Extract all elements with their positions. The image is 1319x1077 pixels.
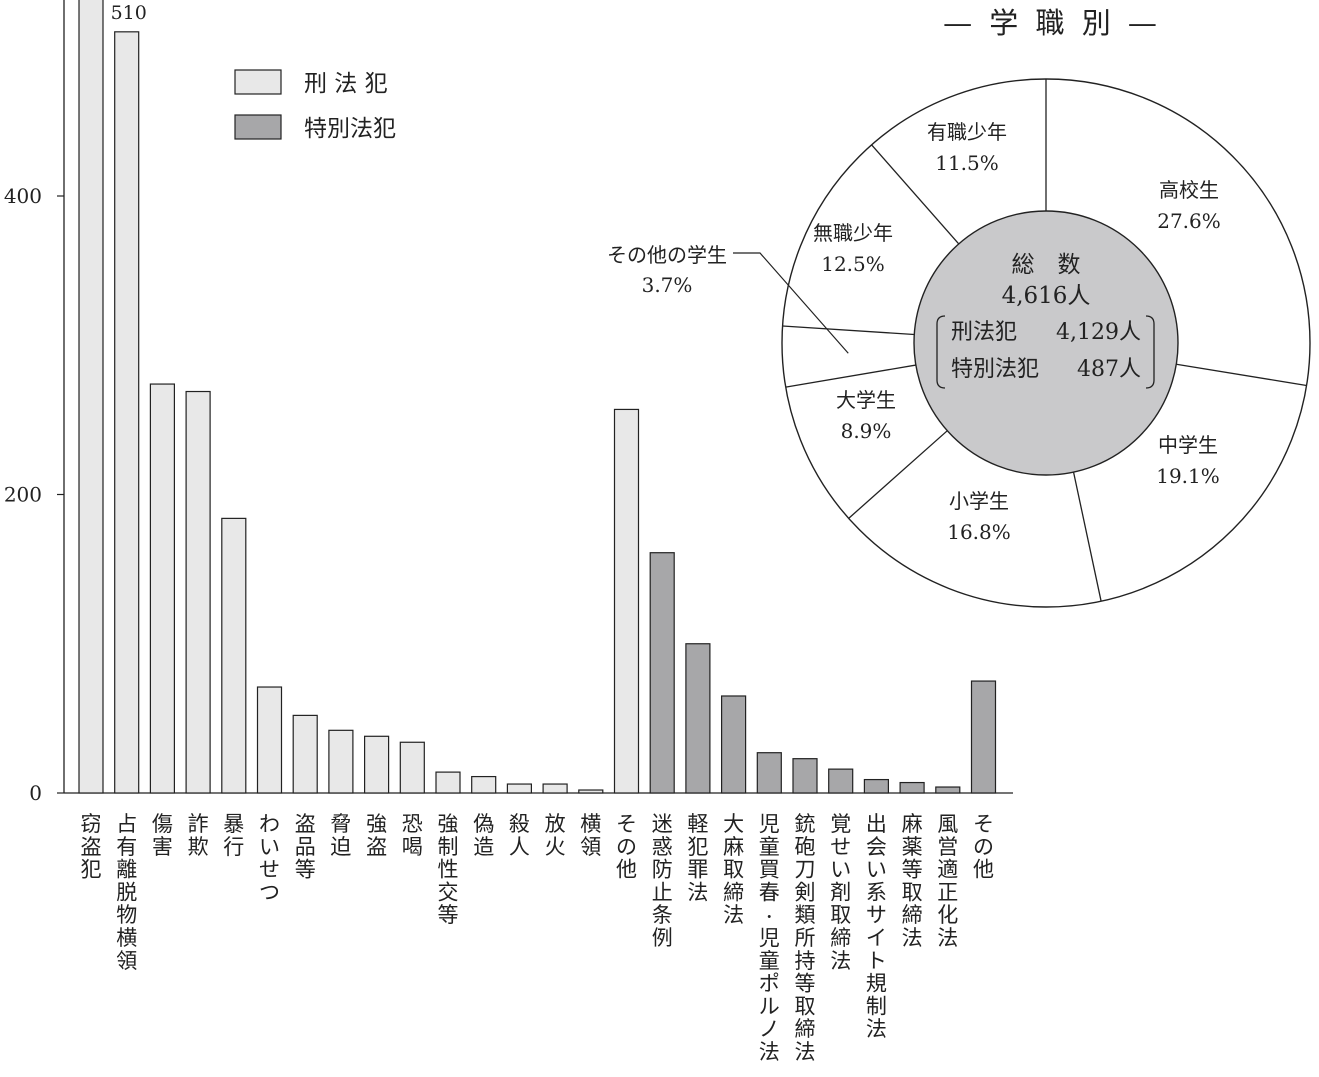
x-tick-label: 大麻取締法 [723,812,744,927]
x-tick-label: わいせつ [259,812,280,904]
x-tick-label: 強制性交等 [438,812,459,927]
pie-chart: — 学 職 別 — 高校生 27.6% 中学生 19.1% 小学生 16.8% 大学生 8.9%… [607,6,1311,608]
x-tick-label: 児童買春・児童ポルノ法 [759,812,780,1064]
bar-児童買春・児童ポルノ法 [756,752,782,794]
bar-軽犯罪法 [685,643,711,794]
x-tick-label: 軽犯罪法 [687,812,708,904]
y-tick-label: 0 [29,781,42,805]
bar-傷害 [149,383,175,794]
bar-その他 [613,408,640,794]
bar-脅迫 [328,729,354,794]
pie-slice-中学生 [1176,363,1307,387]
pie-center-total: 4,616人 [1002,283,1091,309]
bar-大麻取締法 [720,695,747,794]
x-tick-label: 盗品等 [295,812,316,882]
legend-swatch [234,69,282,95]
bar-覚せい剤取締法 [828,768,854,794]
x-tick-label: 迷惑防止条例 [652,812,673,950]
bar-迷惑防止条例 [649,552,675,794]
pie-value: 3.7% [642,273,693,297]
bar-偽造 [471,775,497,794]
legend-swatch [234,114,282,140]
bar-わいせつ [256,686,283,794]
x-tick-label: 銃砲刀剣類所持等取締法 [795,812,816,1064]
pie-value: 27.6% [1157,209,1221,233]
pie-leader-line [733,252,849,354]
x-tick-label: 出会い系サイト規制法 [866,812,887,1041]
bar-窃盗犯 [78,0,104,794]
pie-label: 高校生 [1159,178,1219,202]
pie-center-bracket-right [1145,315,1155,389]
x-tick-label: その他 [973,812,994,882]
bar-series: 510 [78,0,997,794]
pie-center-circle [913,210,1179,476]
data-label: 510 [111,2,147,24]
bar-出会い系サイト規制法 [863,778,890,794]
x-tick-label: 恐喝 [402,812,423,859]
bar-放火 [542,783,568,794]
pie-center-title: 総 数 [1012,252,1081,278]
pie-label: 小学生 [949,489,1009,513]
x-category-labels: 窃盗犯占有離脱物横領傷害詐欺暴行わいせつ盗品等脅迫強盗恐喝強制性交等偽造殺人放火… [81,812,995,1064]
bar-強盗 [364,735,390,794]
x-tick-label: 詐欺 [188,812,209,859]
bar-麻薬等取締法 [899,781,925,794]
pie-label: 大学生 [836,388,896,412]
bar-占有離脱物横領 [114,31,140,794]
pie-value: 19.1% [1156,464,1220,488]
pie-label: 無職少年 [813,221,893,245]
bar-盗品等 [292,714,318,794]
x-tick-label: 脅迫 [330,812,351,859]
y-tick-label: 400 [4,184,42,208]
bar-強制性交等 [435,771,461,794]
pie-value: 12.5% [821,252,885,276]
legend-label: 特別法犯 [304,116,396,142]
x-tick-label: 殺人 [509,812,530,859]
bar-銃砲刀剣類所持等取締法 [792,758,818,794]
bar-風営適正化法 [935,786,961,794]
x-tick-label: 放火 [545,812,566,859]
pie-center-row2-label: 特別法犯 [951,357,1039,382]
x-tick-label: 占有離脱物横領 [116,812,137,973]
bar-詐欺 [185,390,211,794]
x-tick-label: 風営適正化法 [937,812,958,950]
x-tick-label: 覚せい剤取締法 [830,812,851,973]
pie-value: 11.5% [935,151,999,175]
pie-slice-その他の学生 [785,364,916,388]
pie-center-row1-label: 刑法犯 [951,320,1017,345]
x-tick-label: その他 [616,812,637,882]
pie-label: その他の学生 [607,243,727,267]
bar-その他 [970,680,997,794]
x-tick-label: 暴行 [223,812,244,859]
x-tick-label: 強盗 [366,812,387,859]
bar-殺人 [506,783,532,794]
x-tick-label: 横領 [580,812,601,859]
x-tick-label: 窃盗犯 [81,812,102,882]
pie-slice-無職少年 [782,325,915,336]
pie-title: — 学 職 別 — [943,6,1161,40]
x-tick-label: 偽造 [473,812,494,859]
bar-横領 [578,789,604,794]
pie-label: 中学生 [1158,433,1218,457]
bar-恐喝 [399,741,425,794]
pie-center-row1-value: 4,129人 [1056,320,1141,345]
pie-slice-小学生 [1072,471,1102,602]
pie-value: 8.9% [841,419,892,443]
pie-value: 16.8% [947,520,1011,544]
legend-label: 刑 法 犯 [304,71,388,97]
pie-slice-大学生 [848,430,948,519]
x-tick-label: 傷害 [152,812,173,859]
pie-slice-有職少年 [871,144,960,245]
x-tick-label: 麻薬等取締法 [902,812,923,950]
pie-center-bracket-left [936,315,946,389]
y-tick-label: 200 [4,483,42,507]
pie-label: 有職少年 [927,120,1007,144]
pie-center-row2-value: 487人 [1077,357,1141,382]
bar-暴行 [221,517,247,794]
